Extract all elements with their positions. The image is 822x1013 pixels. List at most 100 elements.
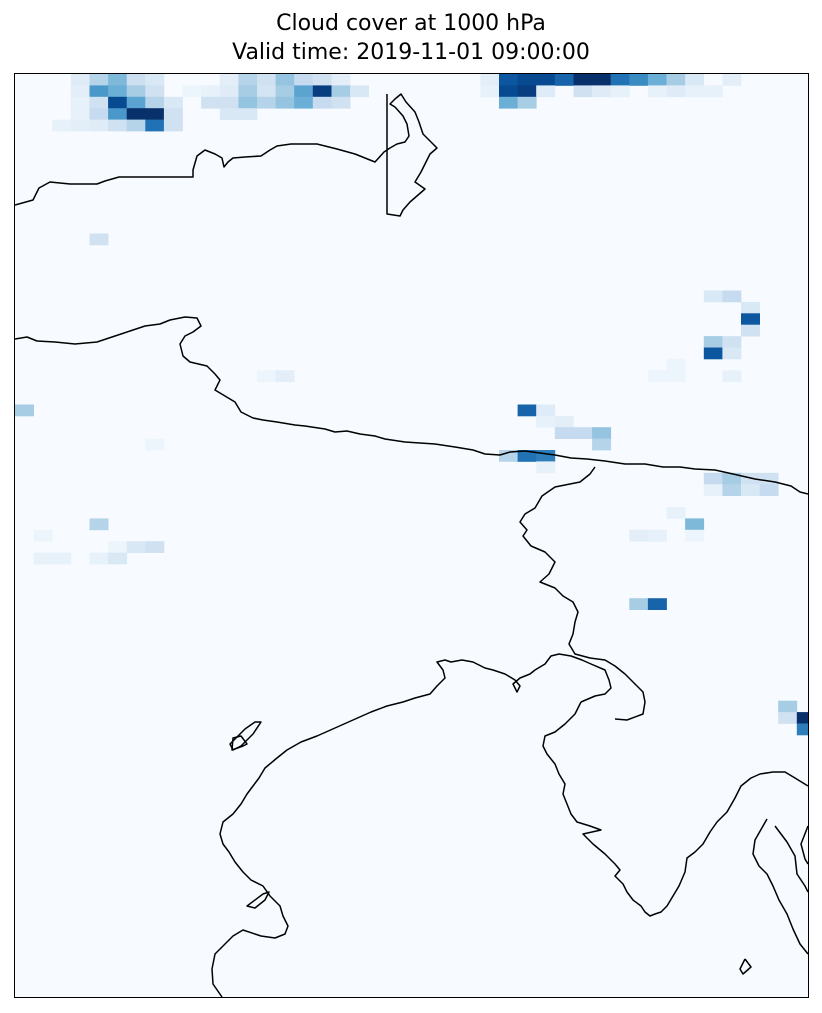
cloud-cell (685, 529, 705, 542)
cloud-cell (52, 119, 72, 132)
cloud-cell (703, 85, 723, 98)
cloud-cell (70, 119, 90, 132)
cloud-cell (666, 85, 686, 98)
cloud-cell (15, 404, 34, 417)
cloud-cell (722, 74, 742, 86)
cloud-cell (219, 96, 239, 109)
cloud-cell (610, 85, 630, 98)
cloud-cell (666, 358, 686, 371)
cloud-cell (647, 529, 667, 542)
cloud-cell (536, 461, 556, 474)
cloud-cell (33, 552, 53, 565)
cloud-cell (703, 472, 723, 485)
cloud-cell (722, 484, 742, 496)
cloud-cell (517, 450, 537, 462)
cloud-cell (331, 74, 351, 86)
cloud-cell (33, 529, 53, 542)
cloud-cell (89, 85, 109, 98)
cloud-cell (182, 85, 202, 98)
cloud-cell (666, 74, 686, 86)
cloud-cell (275, 96, 295, 109)
cloud-cell (238, 108, 258, 120)
map-area (15, 74, 808, 997)
coastlines (15, 74, 808, 997)
cloud-cell (108, 552, 128, 565)
lagoon-detail-3 (246, 891, 270, 909)
cloud-cell (275, 370, 295, 383)
cloud-cell (554, 427, 574, 439)
cloud-cell (163, 119, 183, 132)
cloud-cell (257, 74, 276, 86)
cloud-cell (257, 96, 276, 109)
cloud-cell (108, 119, 128, 132)
cloud-cell (554, 74, 574, 86)
cloud-cell (517, 74, 537, 86)
cloud-cell (312, 74, 332, 86)
border-line-north (15, 93, 438, 217)
cloud-cell (257, 85, 276, 98)
cloud-cell (685, 74, 705, 86)
cloud-cell (145, 96, 165, 109)
cloud-cell (741, 484, 760, 496)
cloud-cell (52, 552, 72, 565)
cloud-cell (145, 85, 165, 98)
map-subtitle: Valid time: 2019-11-01 09:00:00 (232, 40, 590, 65)
map-title: Cloud cover at 1000 hPa (276, 11, 546, 36)
cloud-cell (238, 85, 258, 98)
cloud-cell (517, 96, 537, 109)
border-line-south (519, 466, 646, 721)
cloud-cell (685, 518, 705, 531)
cloud-cell (647, 74, 667, 86)
cloud-cell (312, 96, 332, 109)
coastline-istria (542, 701, 808, 917)
cloud-cell (759, 484, 779, 496)
cloud-cell (796, 712, 808, 724)
cloud-cell (294, 85, 314, 98)
cloud-cell (722, 472, 742, 485)
cloud-cell (350, 85, 370, 98)
cloud-cell (257, 370, 276, 383)
cloud-cell (536, 450, 556, 462)
cloud-cells (15, 74, 808, 736)
cloud-cell (592, 74, 612, 86)
cloud-cell (163, 108, 183, 120)
coastline-italy (211, 653, 612, 997)
cloud-cell (741, 301, 760, 314)
cloud-cell (592, 427, 612, 439)
cloud-cell (722, 347, 742, 360)
cloud-cell (219, 108, 239, 120)
cloud-cell (536, 415, 556, 428)
cloud-cell (629, 598, 649, 610)
border-line-northeast (383, 74, 431, 214)
cloud-cell (703, 347, 723, 360)
cloud-cell (219, 74, 239, 86)
cloud-cell (201, 85, 221, 98)
cloud-cell (647, 370, 667, 383)
cloud-cell (294, 96, 314, 109)
cloud-cell (499, 74, 518, 86)
cloud-cell (126, 108, 146, 120)
cloud-cell (703, 484, 723, 496)
coastline-islands (739, 818, 808, 975)
cloud-cell (629, 529, 649, 542)
cloud-cell (778, 712, 798, 724)
cloud-cell (70, 74, 90, 86)
cloud-cell (517, 404, 537, 417)
cloud-cell (219, 85, 239, 98)
cloud-cell (89, 119, 109, 132)
cloud-cell (480, 85, 500, 98)
cloud-cell (89, 108, 109, 120)
cloud-cell (778, 700, 798, 713)
cloud-cell (108, 541, 128, 553)
cloud-cell (573, 85, 593, 98)
cloud-cell (722, 290, 742, 303)
cloud-cell (499, 450, 518, 462)
cloud-cell (163, 96, 183, 109)
cloud-cell (499, 96, 518, 109)
cloud-cell (517, 85, 537, 98)
cloud-cell (126, 74, 146, 86)
cloud-cover-field (15, 74, 808, 997)
cloud-cell (610, 74, 630, 86)
cloud-cell (722, 336, 742, 348)
cloud-cell (145, 438, 165, 451)
